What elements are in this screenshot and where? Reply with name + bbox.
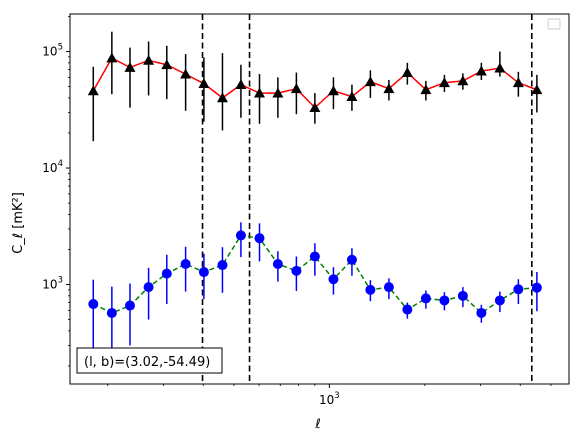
series-1-point	[365, 284, 376, 295]
y-axis-label: C_ℓ [mK²]	[11, 192, 26, 254]
series-0-point	[438, 77, 450, 88]
series-0	[87, 31, 543, 142]
series-1-point	[383, 282, 394, 293]
series-1-point	[198, 267, 209, 278]
series-1	[88, 222, 542, 355]
series-0-point	[383, 83, 395, 94]
series-1-point	[88, 299, 99, 310]
series-0-point	[512, 77, 524, 88]
plot-frame	[69, 13, 570, 385]
series-1-point	[180, 259, 191, 270]
series-1-point	[161, 268, 172, 279]
y-tick-label: 103	[42, 276, 63, 292]
series-1-point	[402, 304, 413, 315]
series-0-point	[235, 79, 247, 90]
series-1-point	[457, 290, 468, 301]
series-0-point	[475, 65, 487, 76]
series-1-point	[106, 307, 117, 318]
series-0-point	[272, 87, 284, 98]
series-1-point	[272, 259, 283, 270]
series-0-point	[457, 75, 469, 86]
series-0-point	[327, 85, 339, 96]
annotation: (l, b)=(3.02,-54.49)	[76, 347, 223, 374]
data-layer	[87, 14, 543, 384]
series-0-point	[143, 54, 155, 65]
series-0-point	[494, 62, 506, 73]
series-1-point	[328, 274, 339, 285]
series-0-point	[531, 84, 543, 95]
series-1-point	[143, 282, 154, 293]
series-1-point	[309, 251, 320, 262]
series-0-point	[180, 68, 192, 79]
series-0-point	[420, 84, 432, 95]
y-tick-label: 105	[42, 43, 63, 59]
series-1-point	[476, 307, 487, 318]
series-0-point	[216, 92, 228, 103]
series-0-point	[198, 78, 210, 89]
series-1-point	[235, 230, 246, 241]
series-1-point	[346, 254, 357, 265]
series-0-point	[124, 61, 136, 72]
annotation-text: (l, b)=(3.02,-54.49)	[84, 355, 210, 370]
series-1-point	[439, 295, 450, 306]
series-0-point	[106, 52, 118, 63]
x-axis-label: ℓ	[314, 417, 320, 432]
annotation-box	[76, 347, 223, 374]
series-0-point	[346, 91, 358, 102]
series-0-point	[309, 102, 321, 113]
series-0-point	[87, 85, 99, 96]
y-tick-label: 104	[42, 159, 63, 175]
series-0-point	[253, 87, 265, 98]
series-1-point	[420, 293, 431, 304]
series-0-point	[290, 83, 302, 94]
series-1-point	[513, 284, 524, 295]
series-1-point	[531, 282, 542, 293]
series-1-point	[254, 233, 265, 244]
legend-box	[547, 18, 561, 30]
series-1-point	[494, 295, 505, 306]
x-tick-label: 103	[319, 391, 340, 407]
series-0-point	[401, 67, 413, 77]
series-1-point	[124, 300, 135, 311]
series-0-point	[364, 76, 376, 87]
series-1-point	[217, 260, 228, 271]
series-1-point	[291, 265, 302, 276]
series-0-point	[161, 59, 173, 70]
